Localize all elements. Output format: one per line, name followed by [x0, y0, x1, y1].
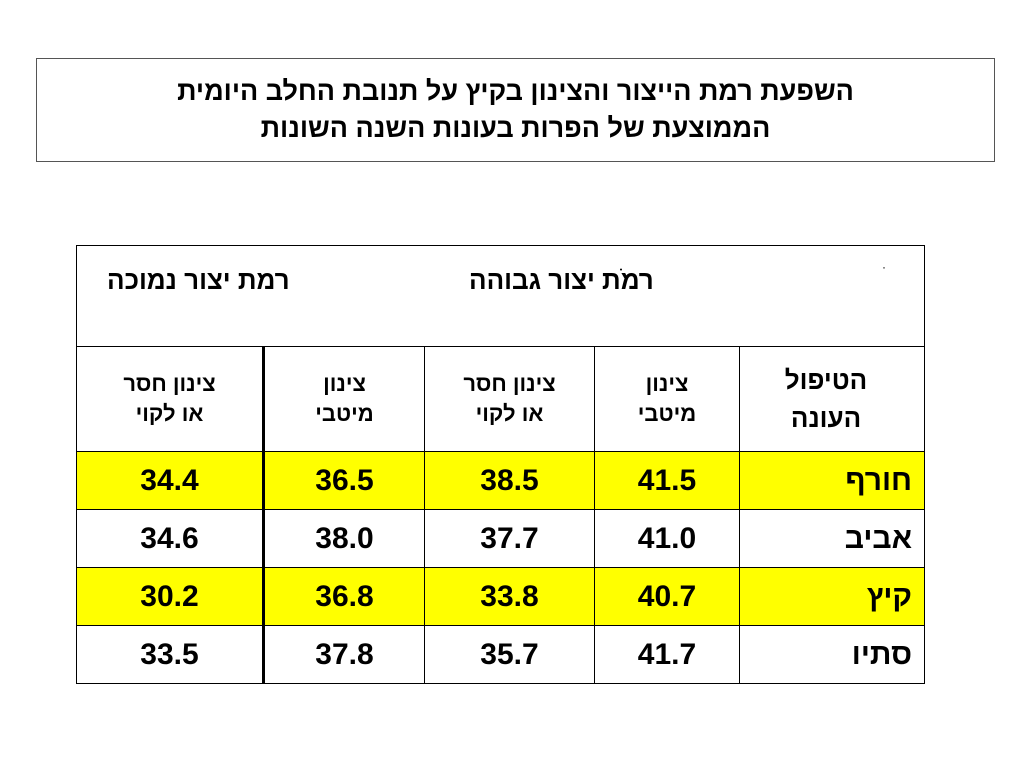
group-header-row: רמת יצור נמוכה רמֹת יצור גבוהה ·: [75, 245, 926, 347]
title-line-1: השפעת רמת הייצור והצינון בקיץ על תנובת ה…: [177, 76, 854, 106]
group-header-cell: רמת יצור נמוכה רמֹת יצור גבוהה ·: [75, 245, 926, 347]
cell-high-deficient: 35.7: [424, 625, 595, 684]
sub-header-high-deficient: צינון חסר או לקוי: [424, 346, 595, 452]
cell-high-deficient: 33.8: [424, 567, 595, 626]
cell-low-deficient: 30.2: [76, 567, 265, 626]
sub-header-low-optimal: צינון מיטבי: [263, 346, 425, 452]
cell-season: אביב: [738, 509, 926, 568]
cell-season: סתיו: [738, 625, 926, 684]
cell-high-deficient: 37.7: [424, 509, 595, 568]
cell-low-optimal: 36.8: [263, 567, 425, 626]
cell-low-deficient: 33.5: [76, 625, 265, 684]
table-row-autumn: 33.5 37.8 35.7 41.7 סתיו: [76, 625, 926, 684]
milk-yield-table: רמת יצור נמוכה רמֹת יצור גבוהה · צינון ח…: [75, 245, 926, 684]
sub-header-row: צינון חסר או לקוי צינון מיטבי צינון חסר …: [76, 346, 926, 452]
cell-season: חורף: [738, 451, 926, 510]
cell-high-optimal: 41.0: [594, 509, 740, 568]
sub-header-low-deficient: צינון חסר או לקוי: [76, 346, 265, 452]
cell-high-deficient: 38.5: [424, 451, 595, 510]
cell-low-deficient: 34.4: [76, 451, 265, 510]
table-row-spring: 34.6 38.0 37.7 41.0 אביב: [76, 509, 926, 568]
cell-high-optimal: 40.7: [594, 567, 740, 626]
sub-header-corner: הטיפול העונה: [738, 346, 926, 452]
cell-high-optimal: 41.5: [594, 451, 740, 510]
table-row-winter: 34.4 36.5 38.5 41.5 חורף: [76, 451, 926, 510]
cell-low-optimal: 37.8: [263, 625, 425, 684]
header-dot-mark: ·: [882, 260, 886, 274]
high-production-header: רמֹת יצור גבוהה: [469, 265, 654, 295]
cell-high-optimal: 41.7: [594, 625, 740, 684]
table-row-summer: 30.2 36.8 33.8 40.7 קיץ: [76, 567, 926, 626]
cell-low-optimal: 36.5: [263, 451, 425, 510]
title-box: השפעת רמת הייצור והצינון בקיץ על תנובת ה…: [36, 58, 995, 162]
low-production-header: רמת יצור נמוכה: [107, 265, 290, 295]
sub-header-high-optimal: צינון מיטבי: [594, 346, 740, 452]
cell-low-optimal: 38.0: [263, 509, 425, 568]
title-line-2: הממוצעת של הפרות בעונות השנה השונות: [260, 113, 771, 143]
cell-low-deficient: 34.6: [76, 509, 265, 568]
cell-season: קיץ: [738, 567, 926, 626]
